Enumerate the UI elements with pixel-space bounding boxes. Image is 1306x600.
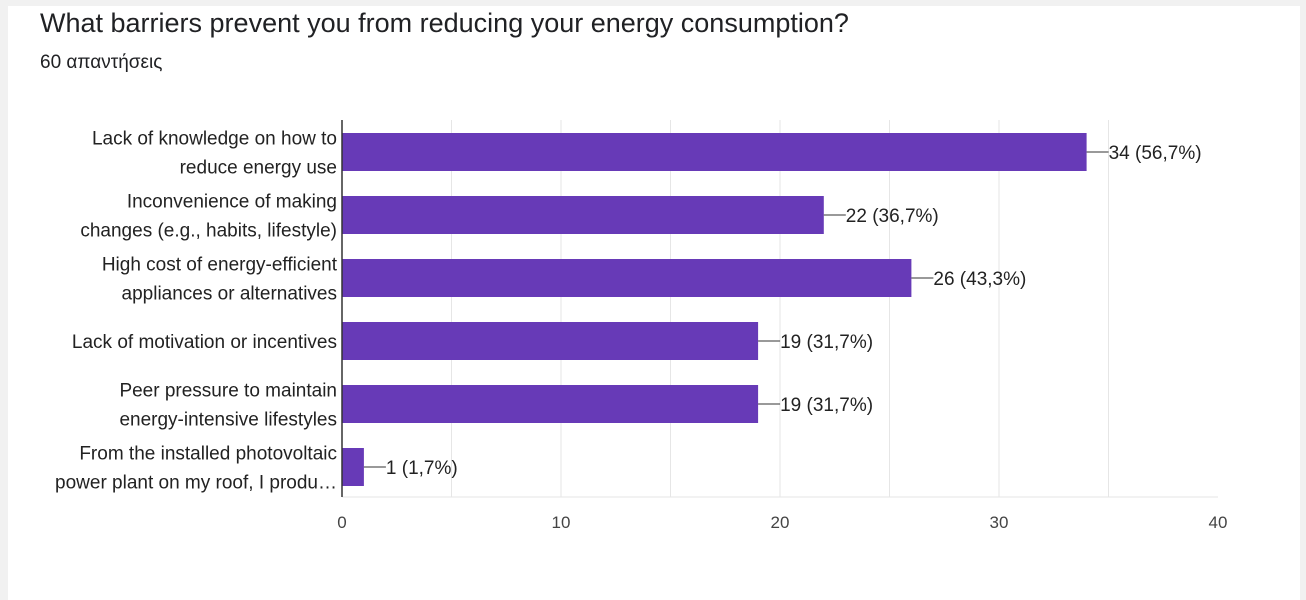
category-label: appliances or alternatives: [122, 284, 337, 305]
category-label: Peer pressure to maintain: [119, 381, 337, 402]
x-tick-label: 10: [552, 513, 571, 532]
x-tick-label: 40: [1209, 513, 1228, 532]
bar: [342, 448, 364, 486]
data-label: 19 (31,7%): [780, 332, 873, 353]
gridlines: [342, 120, 1218, 498]
category-label: changes (e.g., habits, lifestyle): [80, 221, 337, 242]
data-label: 19 (31,7%): [780, 395, 873, 416]
data-label: 34 (56,7%): [1109, 143, 1202, 164]
category-label: power plant on my roof, I produ…: [55, 473, 337, 494]
category-label: Lack of motivation or incentives: [72, 332, 337, 353]
category-label: Lack of knowledge on how to: [92, 129, 337, 150]
category-label: Inconvenience of making: [127, 192, 337, 213]
bar: [342, 133, 1087, 171]
data-label: 1 (1,7%): [386, 458, 458, 479]
bar: [342, 385, 759, 423]
category-label: reduce energy use: [180, 158, 337, 179]
x-tick-label: 0: [337, 513, 346, 532]
bar: [342, 259, 912, 297]
response-count: 60 απαντήσεις: [40, 52, 163, 73]
x-tick-label: 30: [990, 513, 1009, 532]
question-title: What barriers prevent you from reducing …: [40, 8, 849, 38]
labels: 0 10 20 30 40 34 (56,7%) Lack of knowledge on …: [55, 129, 1227, 533]
bars: [342, 133, 1109, 486]
data-label: 26 (43,3%): [933, 269, 1026, 290]
x-tick-label: 20: [771, 513, 790, 532]
bar: [342, 196, 824, 234]
chart-card: [8, 6, 1300, 600]
category-label: From the installed photovoltaic: [79, 444, 337, 465]
category-label: energy-intensive lifestyles: [119, 410, 337, 431]
bar: [342, 322, 759, 360]
category-label: High cost of energy-efficient: [102, 255, 338, 276]
data-label: 22 (36,7%): [846, 206, 939, 227]
